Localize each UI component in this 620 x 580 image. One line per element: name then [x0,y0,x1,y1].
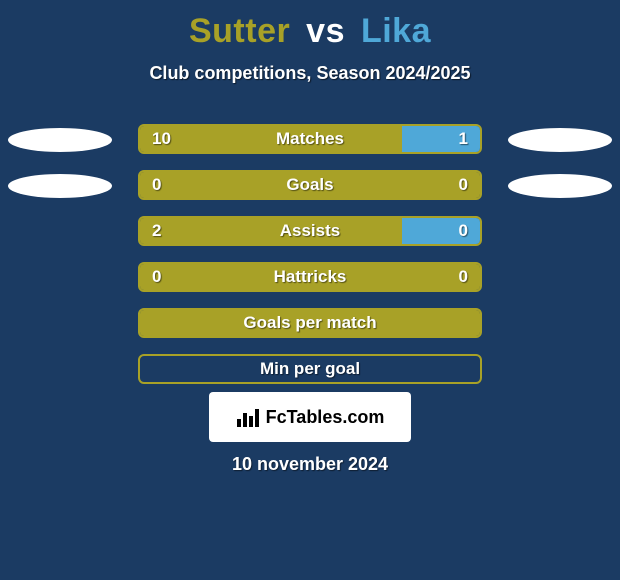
avatar-placeholder-left [8,128,112,152]
avatar-placeholder-right [508,128,612,152]
subtitle: Club competitions, Season 2024/2025 [0,63,620,84]
player2-name: Lika [361,12,431,50]
stat-row: Min per goal [0,354,620,384]
comparison-card: Sutter vs Lika Club competitions, Season… [0,0,620,580]
stat-value-right: 0 [459,172,468,198]
stat-label: Assists [140,218,480,244]
vs-label: vs [306,12,345,50]
stat-label: Goals per match [140,310,480,336]
stat-label: Matches [140,126,480,152]
page-title: Sutter vs Lika [0,12,620,51]
footer-date: 10 november 2024 [0,454,620,475]
stat-bar: Assists2 0 [138,216,482,246]
stat-row: Goals per match [0,308,620,338]
stat-value-right: 1 [459,126,468,152]
stat-value-left: 0 [152,264,161,290]
logo-text: FcTables.com [266,407,385,428]
stat-bar: Matches10 1 [138,124,482,154]
stat-value-left: 10 [152,126,171,152]
avatar-placeholder-left [8,174,112,198]
stat-bar: Goals per match [138,308,482,338]
stat-row: Goals0 0 [0,170,620,200]
avatar-placeholder-right [508,174,612,198]
stat-value-left: 2 [152,218,161,244]
stat-value-right: 0 [459,218,468,244]
player1-name: Sutter [189,12,290,50]
stat-value-left: 0 [152,172,161,198]
stat-bar: Min per goal [138,354,482,384]
logo-box: FcTables.com [209,392,411,442]
stat-value-right: 0 [459,264,468,290]
stat-label: Hattricks [140,264,480,290]
stat-rows: Matches101Goals00Assists20Hattricks00Goa… [0,124,620,400]
stat-row: Matches10 1 [0,124,620,154]
stat-row: Assists2 0 [0,216,620,246]
stat-bar: Goals0 0 [138,170,482,200]
stat-row: Hattricks0 0 [0,262,620,292]
bar-chart-icon [236,407,260,427]
stat-label: Goals [140,172,480,198]
stat-bar: Hattricks0 0 [138,262,482,292]
stat-label: Min per goal [140,356,480,382]
